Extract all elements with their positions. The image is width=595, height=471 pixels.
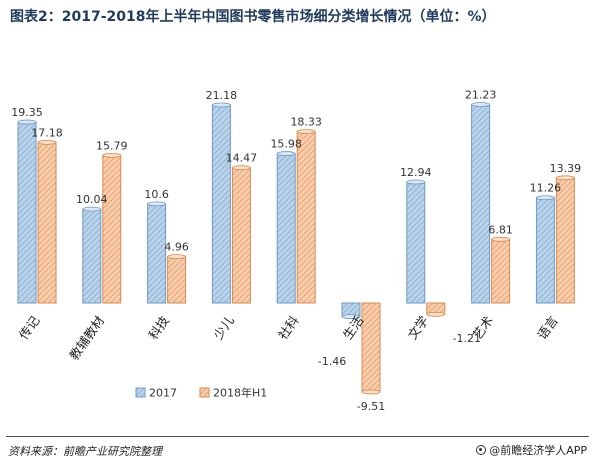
value-label-1-5: -9.51 [357,400,385,413]
value-label-0-1: 10.04 [76,193,108,206]
bar-2017-6 [406,181,426,304]
value-label-1-0: 17.18 [31,126,63,139]
category-label-4: 社科 [275,313,302,342]
bar-cap-1-8 [556,175,575,181]
source-note: 资料来源：前瞻产业研究院整理 [8,445,162,458]
value-label-1-8: 13.39 [550,162,582,175]
bar-cap-0-0 [17,119,37,125]
bar-2018h1-2 [167,256,187,304]
legend-swatch-0 [135,387,146,398]
bar-2017-7 [471,103,491,304]
bar-2018h1-3 [231,167,251,304]
bar-2017-4 [276,153,296,304]
bar-cap-1-6 [426,311,446,317]
bar-cap-0-7 [471,102,491,107]
bar-cap-1-4 [296,129,316,135]
value-label-0-0: 19.35 [11,106,43,119]
value-label-1-4: 18.33 [290,116,322,129]
bar-2018h1-7 [491,238,511,304]
value-label-1-7: 6.81 [488,223,513,236]
bar-2017-2 [147,203,167,304]
bar-cap-0-3 [211,102,231,108]
bar-2018h1-5 [361,302,381,393]
legend-label-1: 2018年H1 [213,386,267,400]
category-label-2: 科技 [145,313,172,342]
value-label-0-2: 10.6 [144,188,169,201]
bar-cap-0-1 [82,206,102,212]
value-label-1-1: 15.79 [96,139,128,152]
bar-cap-1-1 [102,152,122,158]
category-label-0: 传记 [16,313,43,342]
value-label-1-6: -1.21 [453,332,481,345]
category-label-6: 文学 [405,313,432,342]
bar-2017-0 [17,121,37,304]
value-label-0-5: -1.46 [318,355,346,368]
bar-cap-0-4 [276,151,296,156]
bar-cap-0-5 [341,314,361,320]
bar-cap-1-7 [491,236,511,242]
bar-cap-1-2 [167,254,187,260]
bar-cap-1-5 [361,389,381,395]
bar-2018h1-0 [37,141,57,304]
chart-title: 图表2：2017-2018年上半年中国图书零售市场细分类增长情况（单位：%） [10,9,496,25]
bar-cap-0-6 [406,179,426,185]
value-label-0-3: 21.18 [206,89,238,102]
category-label-8: 语言 [534,313,561,342]
category-label-3: 少儿 [210,313,237,342]
brand-credit: @前瞻经济学人APP [476,442,587,458]
category-label-1: 教辅教材 [66,313,107,363]
bar-2017-8 [535,197,555,304]
bar-2018h1-8 [555,177,575,304]
legend: 2017 2018年H1 [135,386,267,400]
value-label-0-4: 15.98 [270,138,302,151]
bar-2017-1 [82,208,102,304]
value-label-0-6: 12.94 [400,166,432,179]
value-label-1-2: 4.96 [164,241,189,254]
bar-cap-1-0 [37,139,57,145]
logo-circle-icon [476,445,487,455]
value-label-0-8: 11.26 [530,182,562,195]
bar-2018h1-4 [296,131,316,304]
value-label-1-3: 14.47 [226,152,258,165]
bar-cap-0-8 [536,195,555,201]
bar-cap-0-2 [147,201,167,207]
footer-divider [6,436,589,437]
bar-2018h1-1 [102,154,122,304]
legend-swatch-1 [199,387,210,398]
bar-2017-3 [211,104,231,304]
brand-text: @前瞻经济学人APP [489,444,587,457]
legend-label-0: 2017 [149,387,177,400]
bar-cap-1-3 [231,165,251,171]
value-label-0-7: 21.23 [465,88,497,101]
